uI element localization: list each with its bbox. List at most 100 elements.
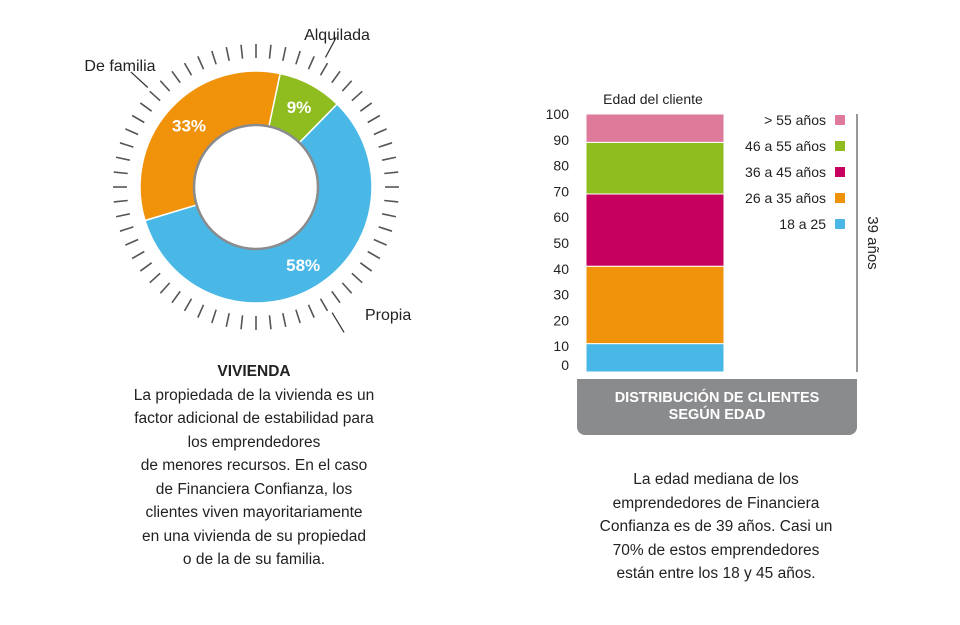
bar-segments <box>585 113 725 373</box>
donut-tick <box>183 62 193 76</box>
bar-y-tick-label: 60 <box>553 209 569 225</box>
donut-tick <box>373 238 387 246</box>
donut-tick <box>373 128 387 136</box>
donut-category-label: Propia <box>365 307 411 324</box>
donut-tick <box>113 199 128 203</box>
bar-y-tick-label: 50 <box>553 235 569 251</box>
donut-tick <box>149 90 161 102</box>
donut-tick <box>149 272 161 284</box>
donut-tick <box>359 102 373 112</box>
bar-legend-label: 46 a 55 años <box>745 138 826 154</box>
donut-tick <box>113 171 128 175</box>
housing-caption-line: o de la de su familia. <box>182 551 326 568</box>
donut-tick <box>378 142 393 148</box>
housing-caption-line: La propiedada de la vivienda es un <box>133 386 375 404</box>
bar-legend-swatch <box>835 115 845 125</box>
age-caption-line: 70% de estos emprendedores <box>612 541 820 559</box>
donut-tick <box>139 262 153 272</box>
donut-tick <box>171 290 181 304</box>
donut-category-label: Alquilada <box>304 27 370 44</box>
housing-caption-line: de Financiera Confianza, los <box>155 480 353 498</box>
donut-tick <box>211 50 217 65</box>
donut-tick <box>125 128 139 136</box>
bar-y-axis-ticks: 0 10 20 30 40 50 60 70 80 90 100 <box>546 106 570 373</box>
donut-tick <box>331 290 341 304</box>
housing-caption-line: los emprendedores <box>187 433 321 451</box>
age-caption-line: emprendedores de Financiera <box>612 494 820 512</box>
donut-tick <box>331 70 341 84</box>
donut-tick <box>384 199 399 203</box>
bar-legend-swatch <box>835 219 845 229</box>
bar-segment <box>585 343 725 373</box>
donut-tick <box>367 250 381 260</box>
donut-slice-label: 58% <box>286 256 320 275</box>
donut-tick <box>307 304 315 318</box>
bar-legend: > 55 años 46 a 55 años 36 a 45 años 26 a 35… <box>745 112 845 232</box>
donut-tick <box>125 238 139 246</box>
donut-tick <box>351 90 363 102</box>
donut-tick <box>319 298 329 312</box>
donut-tick <box>131 114 145 124</box>
bar-legend-label: 18 a 25 <box>779 216 826 232</box>
banner-line-2: SEGÚN EDAD <box>668 407 766 423</box>
donut-leader-line <box>324 36 337 58</box>
donut-slices <box>139 70 373 304</box>
bar-y-tick-label: 0 <box>561 357 569 373</box>
bar-y-tick-label: 20 <box>553 312 569 328</box>
donut-tick <box>268 315 272 330</box>
bar-legend-label: 36 a 45 años <box>745 164 826 180</box>
age-caption-line: La edad mediana de los <box>633 471 799 488</box>
age-stacked-bar-chart: Edad del cliente 0102030405060708090100 … <box>546 91 881 373</box>
housing-caption-line: en una vivienda de su propiedad <box>141 527 367 545</box>
housing-caption: VIVIENDA La propiedada de la vivienda es… <box>104 360 404 572</box>
age-caption-line: están entre los 18 y 45 años. <box>616 565 816 582</box>
donut-leader-line <box>130 71 149 88</box>
donut-tick <box>367 114 381 124</box>
donut-tick <box>225 313 230 328</box>
banner-line-1: DISTRIBUCIÓN DE CLIENTES <box>614 390 820 406</box>
donut-tick <box>119 226 134 232</box>
bar-y-tick-label: 10 <box>553 338 569 354</box>
median-annotation: 39 años <box>864 216 881 269</box>
housing-caption-line: clientes viven mayoritariamente <box>145 504 363 521</box>
donut-tick <box>359 262 373 272</box>
age-caption-line: Confianza es de 39 años. Casi un <box>599 518 833 535</box>
donut-tick <box>119 142 134 148</box>
donut-tick <box>240 315 244 330</box>
housing-caption-line: factor adicional de estabilidad para <box>134 410 374 427</box>
bar-xlabel: Edad del cliente <box>603 91 703 107</box>
bar-y-tick-label: 70 <box>553 183 569 199</box>
bar-y-tick-label: 40 <box>553 261 569 277</box>
bar-segment <box>585 141 725 195</box>
donut-tick <box>197 304 205 318</box>
donut-tick <box>295 309 301 324</box>
donut-tick <box>382 213 397 218</box>
bar-segment <box>585 265 725 345</box>
age-caption: La edad mediana de los emprendedores de … <box>582 468 850 586</box>
housing-caption-heading: VIVIENDA <box>217 363 291 380</box>
donut-tick <box>319 62 329 76</box>
donut-tick <box>341 282 353 294</box>
donut-tick <box>268 44 272 59</box>
bar-y-tick-label: 80 <box>553 158 569 174</box>
donut-tick <box>159 80 171 92</box>
donut-tick <box>341 80 353 92</box>
bar-legend-swatch <box>835 193 845 203</box>
donut-center-hole <box>192 123 320 251</box>
donut-slice-label: 9% <box>287 98 312 117</box>
donut-tick <box>171 70 181 84</box>
age-chart-title-banner: DISTRIBUCIÓN DE CLIENTES SEGÚN EDAD <box>577 379 857 435</box>
bar-y-tick-label: 90 <box>553 132 569 148</box>
donut-tick <box>378 226 393 232</box>
donut-tick <box>295 50 301 65</box>
donut-slice-label: 33% <box>172 116 206 135</box>
donut-tick <box>282 46 287 61</box>
bar-legend-label: 26 a 35 años <box>745 190 826 206</box>
donut-tick <box>197 56 205 70</box>
donut-tick-ring <box>113 44 399 330</box>
bar-y-tick-label: 30 <box>553 287 569 303</box>
housing-caption-line: de menores recursos. En el caso <box>140 457 368 474</box>
donut-tick <box>307 56 315 70</box>
donut-tick <box>282 313 287 328</box>
donut-tick <box>384 171 399 175</box>
